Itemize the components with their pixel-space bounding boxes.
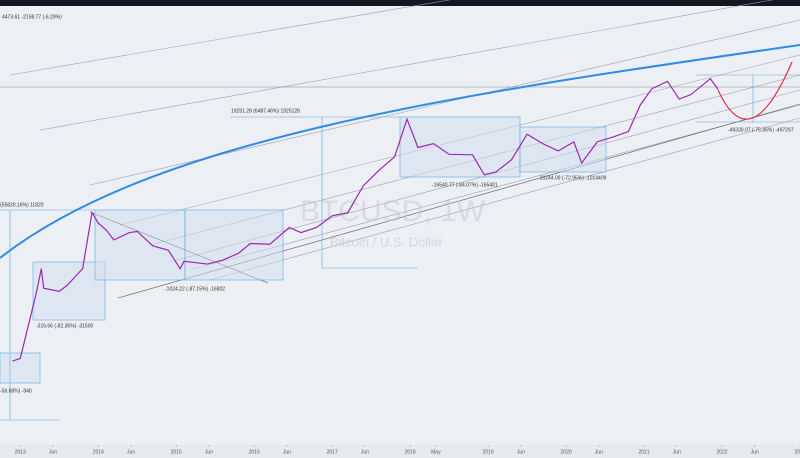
annotation: 19251.28 (6487.46%) 1925128 [231, 108, 300, 114]
growth-curve [0, 44, 800, 259]
x-tick-label: 2015 [171, 449, 182, 455]
x-tick-label: Jun [127, 449, 135, 455]
x-tick-label: 2017 [327, 449, 338, 455]
watermark-subtitle: Bitcoin / U.S. Dollar [330, 234, 443, 249]
price-line [12, 77, 719, 362]
x-tick-label: Jun [205, 449, 213, 455]
x-tick-label: Jun [517, 449, 525, 455]
x-tick-label: Jun [595, 449, 603, 455]
time-axis [0, 445, 800, 458]
annotation: -16540.77 (-84.07%) -165401 [432, 182, 498, 188]
x-tick-label: May [431, 449, 441, 455]
x-tick-label: 2013 [15, 449, 26, 455]
x-tick-label: 2018 [405, 449, 416, 455]
x-tick-label: 2014 [93, 449, 104, 455]
annotation: -1024.22 (-87.15%) -16802 [165, 286, 225, 292]
x-tick-label: 2020 [561, 449, 572, 455]
x-tick-label: Jun [283, 449, 291, 455]
annotation: (55820.16%) 11820 [0, 202, 44, 208]
x-tick-label: 2016 [249, 449, 260, 455]
watermark-title: BTCUSD, 1W [300, 195, 486, 228]
x-tick-label: 2021 [638, 449, 649, 455]
x-tick-label: Jun [751, 449, 759, 455]
annotation: -10244.09 (-72.95%) -1014409 [538, 175, 607, 181]
projection-curve [717, 61, 793, 120]
x-tick-label: 2022 [716, 449, 727, 455]
annotation: -315.66 (-82.36%) -31500 [36, 323, 93, 329]
x-tick-label: 2019 [483, 449, 494, 455]
x-tick-label: Jun [49, 449, 57, 455]
x-tick-label: 2023 [794, 449, 800, 455]
annotation: -56.68%) -940 [0, 388, 32, 394]
x-tick-label: Jun [361, 449, 369, 455]
annotation: 4473.61 -2158.77 (-6.29%) [2, 14, 62, 20]
x-tick-label: Jun [673, 449, 681, 455]
annotation: -49330.07 (-75.36%) -497297 [728, 127, 794, 133]
top-bar [0, 0, 800, 6]
